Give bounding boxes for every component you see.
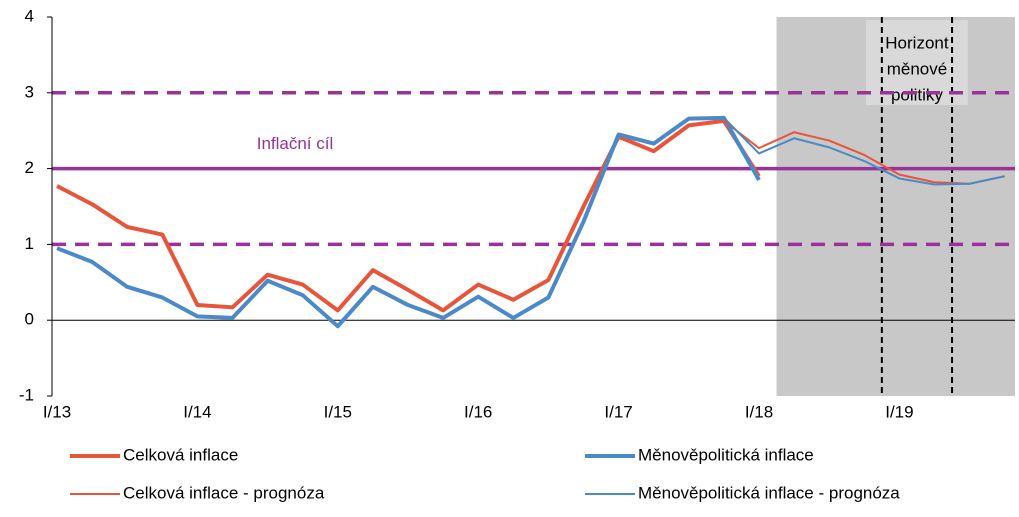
legend-label: Celková inflace - prognóza (123, 483, 325, 502)
x-tick-label: I/16 (464, 402, 492, 421)
legend-label: Měnověpolitická inflace - prognóza (638, 483, 900, 502)
horizon-box (866, 20, 968, 105)
series-line (723, 117, 1005, 186)
y-tick-label: 0 (25, 310, 34, 329)
horizon-label: politiky (891, 85, 943, 104)
x-tick-label: I/14 (183, 402, 211, 421)
y-tick-label: -1 (19, 385, 34, 404)
y-tick-label: 4 (25, 6, 34, 25)
x-tick-label: I/17 (604, 402, 632, 421)
x-tick-label: I/19 (885, 402, 913, 421)
legend-label: Celková inflace (123, 445, 238, 464)
y-tick-label: 1 (25, 234, 34, 253)
horizon-label: Horizont (885, 33, 949, 52)
legend-label: Měnověpolitická inflace (638, 445, 814, 464)
target-label: Inflační cíl (257, 134, 334, 153)
y-tick-label: 2 (25, 158, 34, 177)
x-tick-label: I/13 (43, 402, 71, 421)
series-line (56, 118, 761, 313)
x-tick-label: I/18 (745, 402, 773, 421)
horizon-label: měnové (887, 59, 947, 78)
x-tick-label: I/15 (324, 402, 352, 421)
series-line (56, 115, 761, 329)
y-tick-label: 3 (25, 82, 34, 101)
